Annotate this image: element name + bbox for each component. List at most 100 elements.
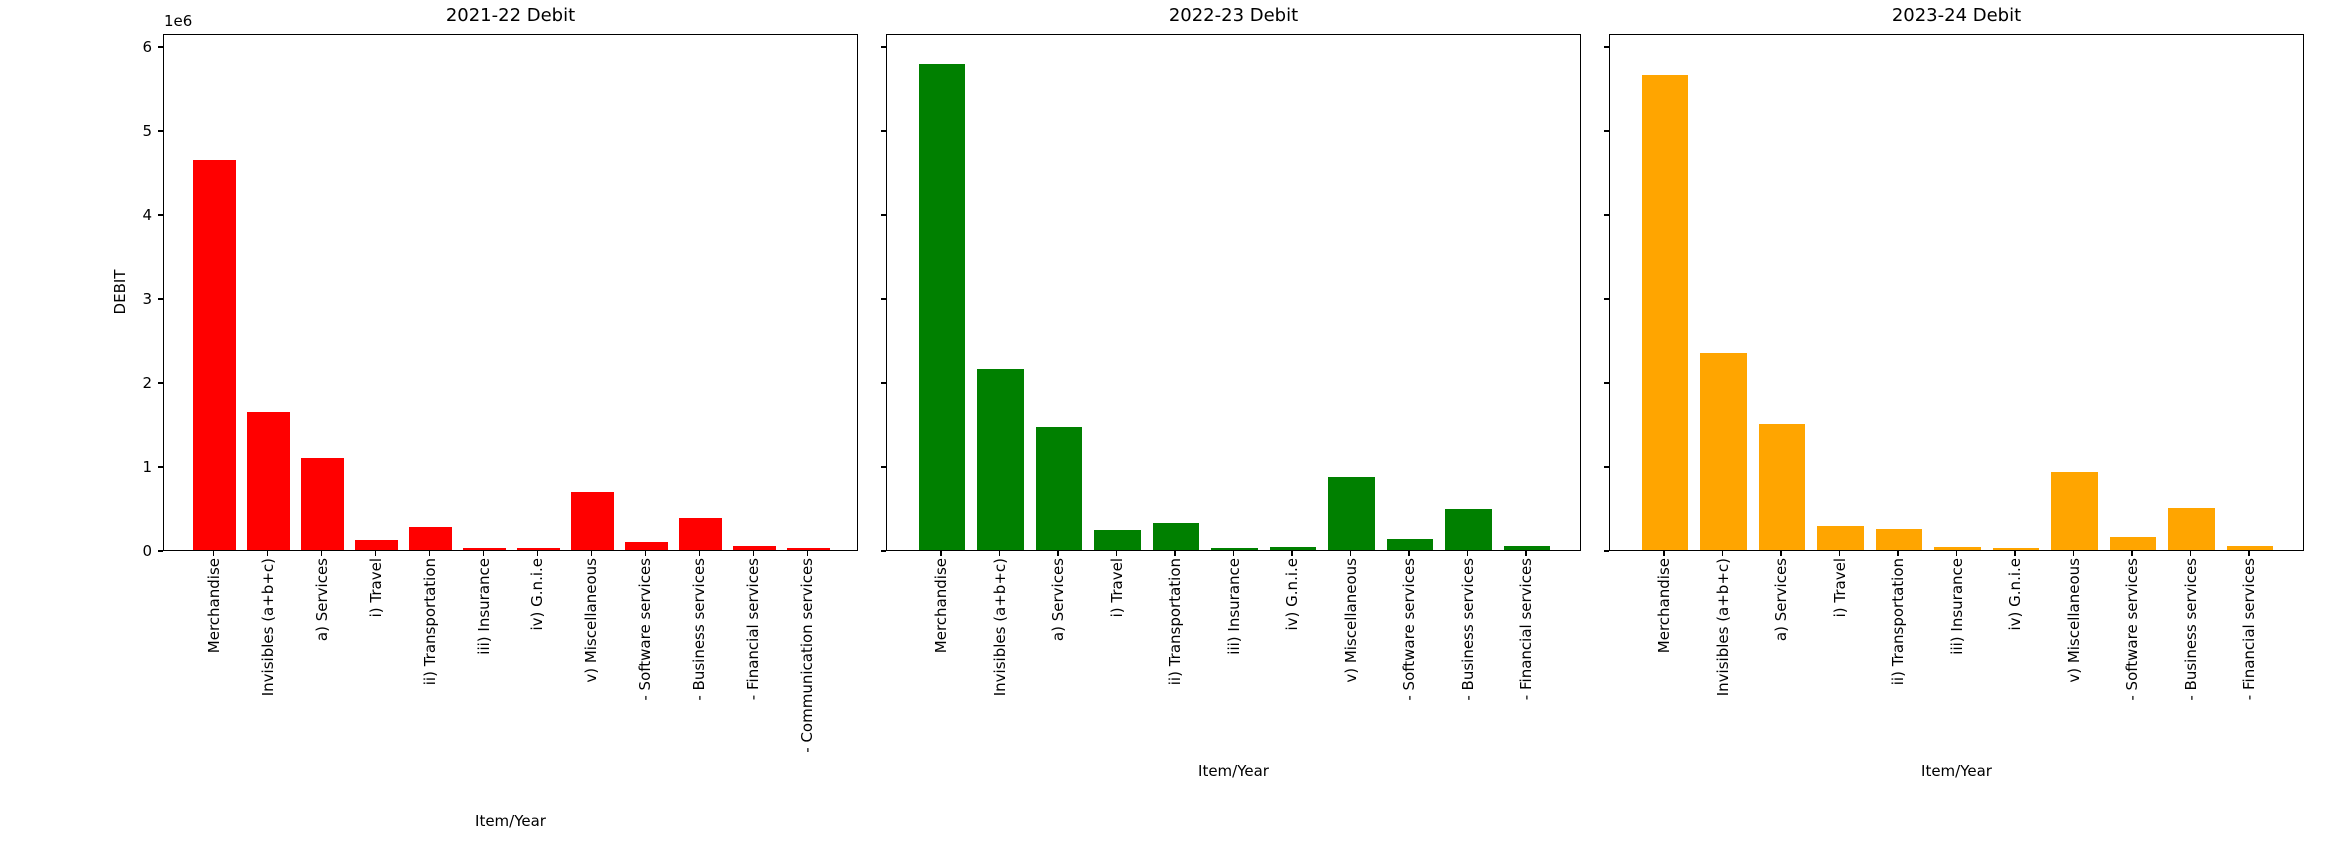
chart-title: 2021-22 Debit [445, 5, 576, 26]
x-tick-label: a) Services [312, 558, 331, 642]
y-tick-mark [1604, 550, 1609, 552]
x-tick-label: iii) Insurance [1224, 558, 1243, 655]
x-tick-mark [213, 551, 215, 556]
x-axis-label: Item/Year [1921, 762, 1992, 780]
bar-a-services [1035, 426, 1083, 550]
x-tick-label: - Business services [690, 558, 709, 701]
x-tick-label: i) Travel [1107, 558, 1126, 618]
x-tick-label: iii) Insurance [474, 558, 493, 655]
x-tick-label: v) Miscellaneous [582, 558, 601, 683]
x-tick-mark [752, 551, 754, 556]
bar-v-miscellaneous [1328, 476, 1375, 550]
x-tick-label: - Software services [1400, 558, 1418, 701]
bar-i-travel [1094, 530, 1141, 550]
y-tick-label: 4 [142, 206, 152, 224]
x-tick-mark [1174, 551, 1176, 556]
plot-area [1609, 34, 2304, 551]
x-tick-label: ii) Transportation [1888, 558, 1907, 686]
x-tick-mark [1955, 551, 1958, 556]
bar-merchandise [193, 160, 237, 550]
chart-title: 2023-24 Debit [1891, 5, 2022, 26]
x-tick-mark [1466, 551, 1469, 556]
bar-iv-g-n-i-e [516, 547, 561, 550]
x-tick-mark [375, 551, 377, 556]
y-tick-mark [1604, 382, 1609, 384]
y-tick-mark [881, 130, 886, 132]
x-tick-label: i) Travel [366, 558, 385, 618]
bar-business-services [2168, 508, 2215, 550]
x-tick-mark [428, 551, 431, 556]
x-tick-label: v) Miscellaneous [1341, 558, 1360, 683]
y-tick-mark [881, 214, 886, 216]
y-tick-label: 6 [142, 38, 152, 57]
y-tick-mark [1604, 298, 1609, 300]
bar-merchandise [918, 63, 966, 550]
x-tick-label: ii) Transportation [1165, 558, 1184, 686]
x-tick-label: Invisibles (a+b+c) [990, 558, 1009, 697]
y-tick-mark [881, 46, 886, 48]
chart-title: 2022-23 Debit [1168, 5, 1299, 26]
x-tick-mark [2072, 551, 2075, 556]
x-tick-label: a) Services [1049, 558, 1067, 642]
x-tick-mark [1780, 551, 1782, 556]
x-tick-mark [267, 551, 269, 556]
x-tick-label: ii) Transportation [420, 558, 439, 686]
bar-business-services [678, 518, 722, 550]
x-tick-mark [1057, 551, 1059, 556]
y-tick-label: 5 [142, 122, 152, 141]
x-tick-label: a) Services [1772, 558, 1790, 642]
y-tick-mark [1604, 46, 1609, 48]
chart-panel-2021-22: 2021-22 Debit Item/Year Merchandise Invis… [163, 0, 858, 863]
bar-iv-g-n-i-e [1992, 548, 2040, 550]
y-tick-mark [158, 466, 163, 468]
bar-ii-transportation [1875, 529, 1923, 550]
y-tick-mark [881, 298, 886, 300]
x-tick-mark [1897, 551, 1899, 556]
x-tick-mark [644, 551, 646, 556]
y-tick-label: 2 [142, 374, 152, 392]
bar-financial-services [2226, 545, 2274, 550]
x-tick-mark [1525, 551, 1527, 556]
bar-software-services [624, 542, 668, 550]
bar-financial-services [732, 546, 776, 550]
bar-i-travel [355, 539, 399, 550]
y-tick-mark [158, 382, 163, 384]
x-tick-label: iii) Insurance [1947, 558, 1966, 655]
x-tick-label: Invisibles (a+b+c) [258, 558, 277, 697]
bar-invisibles-a-b-c [977, 368, 1024, 550]
x-tick-label: Merchandise [1655, 558, 1673, 654]
bar-ii-transportation [1152, 522, 1200, 550]
chart-panel-2023-24: 2023-24 Debit Item/Year Merchandise Invis… [1609, 0, 2304, 863]
bar-merchandise [1641, 74, 1689, 550]
bar-invisibles-a-b-c [247, 412, 291, 550]
x-tick-mark [940, 551, 942, 556]
x-tick-mark [698, 551, 700, 556]
y-axis-offset-text: 1e6 [164, 12, 193, 30]
y-tick-label: 3 [142, 290, 152, 308]
x-tick-label: - Software services [2123, 558, 2141, 701]
x-tick-mark [1663, 551, 1665, 556]
x-tick-mark [1838, 551, 1841, 556]
x-tick-label: - Business services [1458, 558, 1477, 701]
bar-v-miscellaneous [570, 491, 614, 550]
x-tick-mark [1349, 551, 1352, 556]
x-tick-label: Merchandise [932, 558, 950, 654]
bar-a-services [301, 457, 345, 550]
y-tick-mark [158, 46, 163, 48]
bar-iii-insurance [1934, 547, 1981, 550]
x-tick-label: i) Travel [1830, 558, 1849, 618]
bar-iii-insurance [1211, 547, 1258, 550]
x-tick-mark [1232, 551, 1235, 556]
bar-software-services [2109, 537, 2157, 550]
bar-communication-services [786, 548, 830, 550]
x-tick-mark [2189, 551, 2192, 556]
x-tick-mark [1291, 551, 1293, 556]
x-tick-mark [2248, 551, 2250, 556]
x-axis-label: Item/Year [475, 812, 546, 830]
bar-invisibles-a-b-c [1700, 352, 1747, 550]
x-tick-label: - Financial services [1517, 558, 1535, 701]
y-tick-mark [1604, 130, 1609, 132]
x-tick-label: iv) G.n.i.e [2006, 558, 2024, 631]
x-tick-label: - Financial services [2240, 558, 2258, 701]
